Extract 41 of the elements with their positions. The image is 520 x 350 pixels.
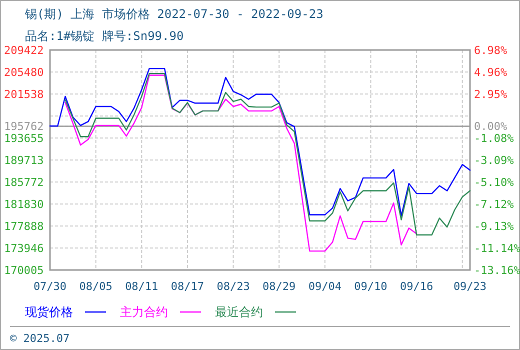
- y-tick-label: 181830: [4, 198, 44, 211]
- text: © 2025.07: [10, 332, 70, 345]
- x-tick-label: 08/23: [216, 280, 250, 293]
- line-series: [64, 74, 418, 252]
- chart-subtitle: 品名:1#锡锭 牌号:Sn99.90: [25, 29, 184, 43]
- x-tick-label: 08/29: [262, 280, 296, 293]
- x-tick-label: 08/17: [170, 280, 204, 293]
- y2-tick-label: 2.95%: [474, 88, 508, 102]
- y-tick-label: 193655: [4, 132, 44, 145]
- y2-tick-label: -7.12%: [474, 198, 514, 212]
- y-tick-label: 209422: [4, 44, 44, 57]
- chart-title: 锡(期) 上海 市场价格 2022-07-30 - 2022-09-23: [24, 7, 324, 21]
- x-tick-label: 08/11: [125, 280, 158, 293]
- legend-label: 主力合约: [120, 305, 168, 319]
- x-tick-label: 09/23: [453, 280, 487, 293]
- y-tick-label: 201538: [4, 88, 44, 102]
- y2-tick-label: -11.14%: [474, 242, 520, 255]
- y-tick-label: 177888: [4, 220, 44, 233]
- x-tick-label: 08/05: [79, 280, 112, 293]
- y2-tick-label: 0.00%: [474, 120, 508, 134]
- y2-tick-label: -3.09%: [474, 154, 514, 167]
- y-tick-label: 170005: [4, 264, 44, 277]
- y-tick-label: 195762: [4, 120, 44, 134]
- x-tick-label: 09/10: [354, 280, 388, 293]
- y2-tick-label: -9.13%: [474, 220, 514, 233]
- x-tick-label: 07/30: [33, 280, 67, 293]
- y-tick-label: 205480: [4, 66, 44, 79]
- y-tick-label: 173946: [4, 242, 44, 256]
- line-series: [64, 72, 471, 236]
- y2-tick-label: -13.16%: [474, 264, 520, 277]
- legend-label: 现货价格: [25, 305, 73, 319]
- y-tick-label: 185772: [4, 176, 44, 189]
- y-tick-label: 189713: [4, 154, 44, 168]
- y2-tick-label: 6.98%: [474, 44, 508, 57]
- y2-tick-label: -1.08%: [474, 132, 514, 146]
- legend-label: 最近合约: [215, 305, 263, 319]
- y2-tick-label: 4.96%: [474, 66, 508, 80]
- x-tick-label: 09/16: [400, 280, 434, 293]
- x-tick-label: 09/04: [308, 280, 342, 293]
- y2-tick-label: -5.10%: [474, 176, 514, 189]
- line-series: [49, 68, 471, 216]
